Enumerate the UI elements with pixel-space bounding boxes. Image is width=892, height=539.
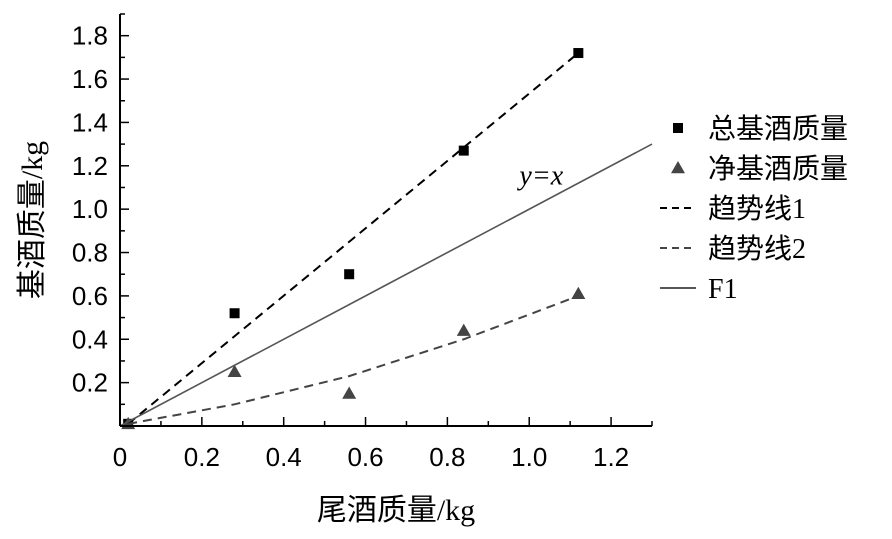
legend-item: F1 xyxy=(660,274,738,305)
x-tick-label: 0.6 xyxy=(347,442,383,472)
data-point xyxy=(571,286,586,299)
series-3 xyxy=(127,52,579,425)
data-point xyxy=(458,145,469,156)
y-tick-label: 0.4 xyxy=(72,324,108,354)
y-tick-label: 1.0 xyxy=(72,194,108,224)
x-tick-label: 1.2 xyxy=(593,442,629,472)
y-tick-label: 1.4 xyxy=(72,107,108,137)
data-point xyxy=(227,364,242,378)
legend-item: 净基酒质量 xyxy=(671,153,848,185)
legend-item: 总基酒质量 xyxy=(673,113,848,145)
legend-label: 总基酒质量 xyxy=(708,113,848,145)
y-tick-label: 0.8 xyxy=(72,238,108,268)
x-tick-label: 0.2 xyxy=(184,442,220,472)
legend-item: 趋势线1 xyxy=(660,193,806,225)
x-tick-label: 1.0 xyxy=(511,442,547,472)
x-tick-label: 0.4 xyxy=(266,442,302,472)
y-tick-label: 1.6 xyxy=(72,64,108,94)
data-point xyxy=(229,308,240,319)
legend-label: F1 xyxy=(708,274,738,305)
data-point xyxy=(573,48,584,59)
y-tick-label: 0.6 xyxy=(72,281,108,311)
series-2 xyxy=(121,286,586,430)
x-tick-label: 0 xyxy=(113,442,127,472)
data-point xyxy=(342,386,357,399)
line-annotation: y=x xyxy=(516,160,563,191)
legend-marker-swatch xyxy=(673,123,683,133)
y-tick-label: 1.2 xyxy=(72,151,108,181)
data-point xyxy=(456,323,471,336)
y-axis-title: 基酒质量/kg xyxy=(16,141,49,299)
y-tick-label: 0.2 xyxy=(72,368,108,398)
legend-label: 趋势线1 xyxy=(708,193,806,225)
legend-label: 趋势线2 xyxy=(708,233,806,265)
x-tick-label: 0.8 xyxy=(429,442,465,472)
trend-line-3 xyxy=(127,52,579,425)
x-axis-title: 尾酒质量/kg xyxy=(317,494,475,527)
trend-line-5 xyxy=(119,143,653,427)
trend-line-4 xyxy=(128,294,579,425)
legend-item: 趋势线2 xyxy=(660,233,806,265)
legend-marker-swatch xyxy=(671,161,685,174)
legend-label: 净基酒质量 xyxy=(708,153,848,185)
series-5 xyxy=(119,143,653,427)
data-point xyxy=(344,269,355,280)
y-tick-label: 1.8 xyxy=(72,21,108,51)
series-4 xyxy=(128,294,579,425)
